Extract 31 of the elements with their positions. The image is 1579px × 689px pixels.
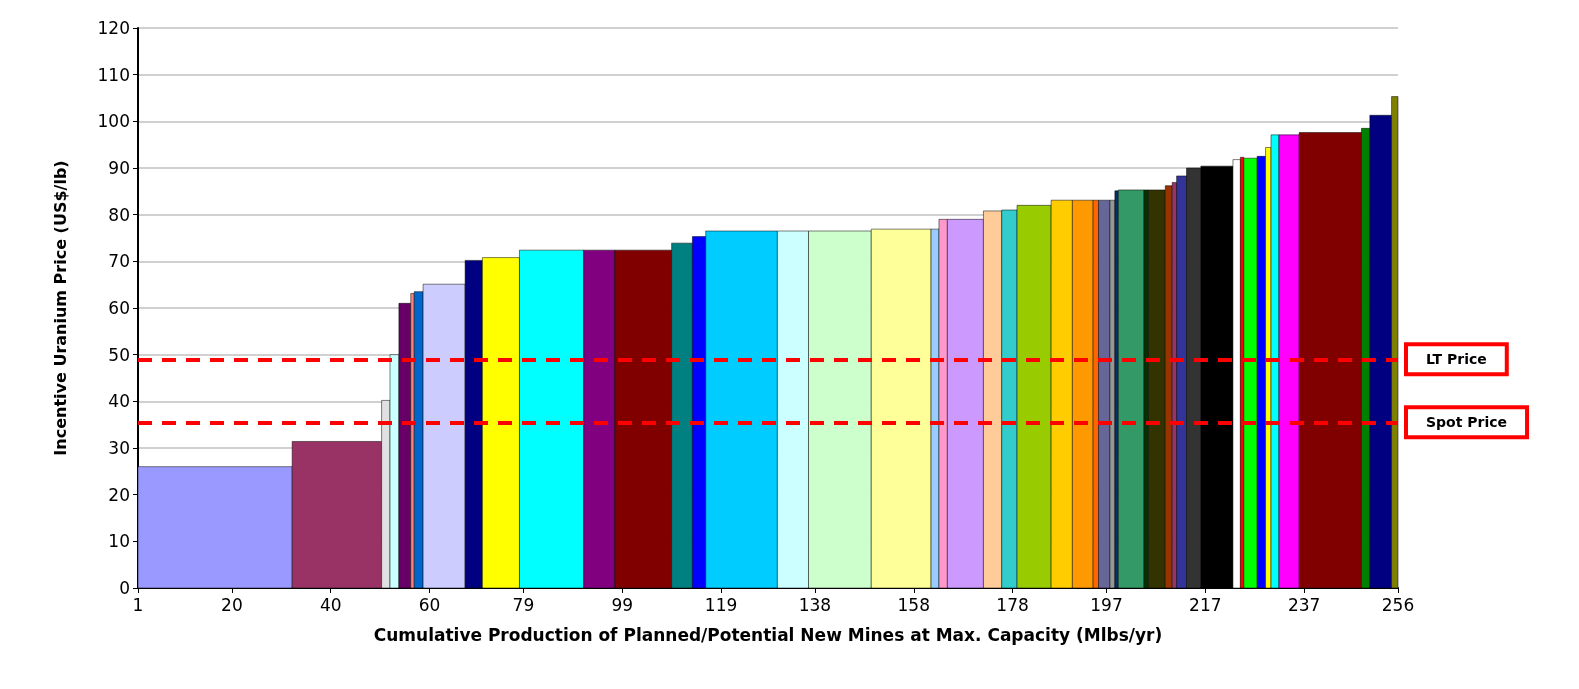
x-tick-label: 138	[798, 594, 832, 615]
y-tick-label: 20	[108, 484, 130, 505]
x-tick-label: 178	[996, 594, 1029, 615]
y-tick-label: 80	[108, 204, 130, 225]
ref-line-label: LT Price	[1426, 351, 1487, 368]
x-tick-label: 197	[1090, 594, 1123, 615]
x-tick-label: 60	[418, 594, 441, 615]
y-tick-label: 40	[108, 391, 130, 412]
x-tick-label: 79	[512, 594, 535, 615]
x-tick-label: 40	[319, 594, 342, 615]
y-tick-label: 100	[97, 111, 130, 132]
x-tick-label: 119	[704, 594, 738, 615]
y-tick-label: 50	[108, 344, 130, 365]
y-tick-label: 120	[97, 18, 130, 38]
y-tick-label: 70	[108, 251, 130, 272]
x-tick-label: 158	[897, 594, 930, 615]
x-tick-label: 99	[611, 594, 634, 615]
x-tick-label: 217	[1189, 594, 1222, 615]
y-tick-label: 90	[108, 158, 130, 178]
y-tick-label: 10	[108, 531, 130, 552]
x-tick-label: 1	[132, 594, 144, 615]
y-tick-label: 110	[97, 64, 130, 85]
y-axis-title: Incentive Uranium Price (US$/lb)	[50, 160, 70, 456]
ref-line-label: Spot Price	[1426, 414, 1508, 431]
y-tick-label: 60	[108, 298, 130, 318]
y-tick-label: 30	[108, 438, 130, 458]
x-tick-label: 20	[221, 594, 243, 615]
x-axis-title: Cumulative Production of Planned/Potential New Mines at Max. Capacity (Mlbs/yr)	[373, 624, 1163, 645]
y-tick-label: 0	[119, 578, 130, 598]
x-tick-label: 256	[1381, 594, 1415, 615]
x-tick-label: 237	[1287, 594, 1321, 615]
